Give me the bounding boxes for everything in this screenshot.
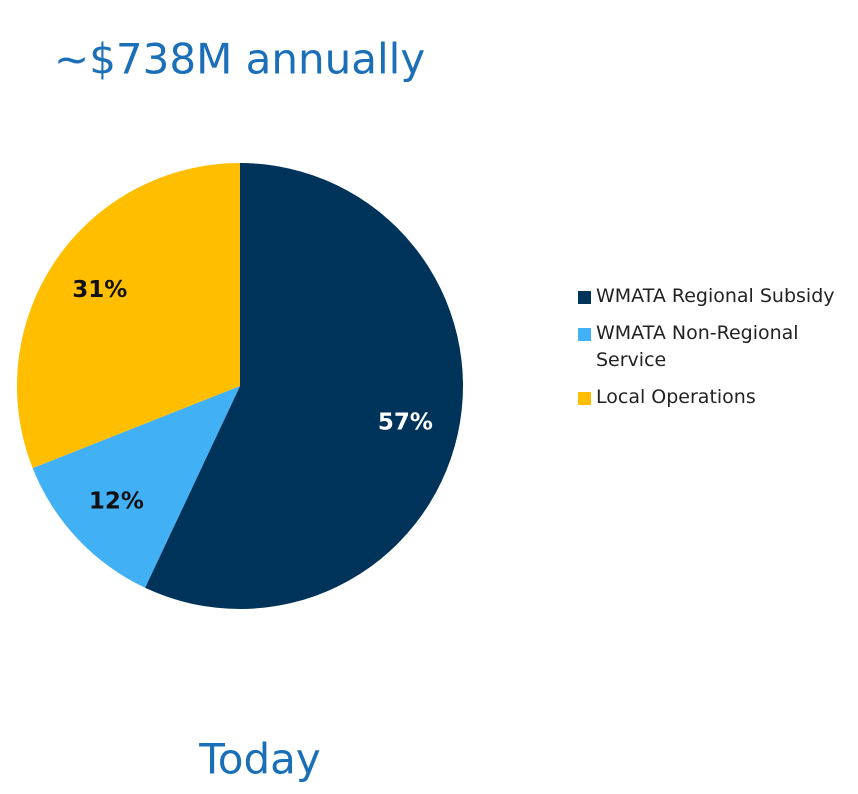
- legend-entry: WMATA Non-Regional Service: [578, 320, 853, 374]
- chart-title: ~$738M annually: [54, 35, 425, 84]
- caption: Today: [198, 735, 320, 784]
- legend: WMATA Regional Subsidy WMATA Non-Regional…: [578, 283, 853, 421]
- legend-label: WMATA Non-Regional Service: [596, 322, 799, 371]
- pie-slice: [17, 163, 241, 469]
- legend-swatch: [578, 328, 591, 341]
- legend-label: WMATA Regional Subsidy: [596, 285, 835, 307]
- legend-entry: Local Operations: [578, 384, 853, 411]
- data-label: 57%: [378, 409, 433, 435]
- legend-label: Local Operations: [596, 386, 756, 408]
- pie-slice: [32, 386, 240, 588]
- data-label: 12%: [89, 489, 144, 515]
- legend-entry: WMATA Regional Subsidy: [578, 283, 853, 310]
- pie-slice: [145, 163, 464, 609]
- data-label: 31%: [72, 277, 127, 303]
- legend-swatch: [578, 392, 591, 405]
- legend-swatch: [578, 291, 591, 304]
